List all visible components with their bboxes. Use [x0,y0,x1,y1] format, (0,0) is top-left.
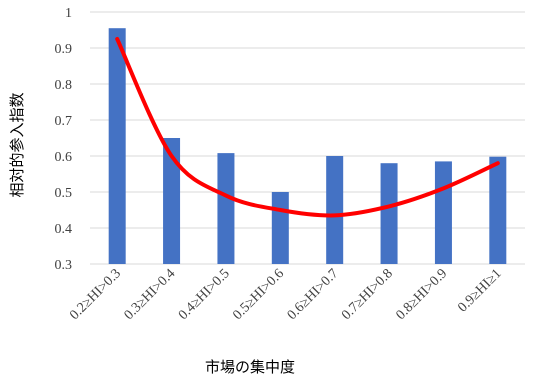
y-tick-label: 0.7 [55,114,73,129]
bar [434,161,452,264]
y-tick-label: 0.5 [55,186,73,201]
y-tick-label: 1 [65,6,72,21]
x-tick-label: 0.4≥HI>0.5 [176,266,233,323]
y-tick-label: 0.8 [55,78,73,93]
bar [489,156,507,264]
y-tick-label: 0.9 [55,42,73,57]
y-axis-title: 相対的参入指数 [8,92,26,197]
bar [163,138,181,264]
bar [380,163,398,264]
x-axis-title: 市場の集中度 [205,358,295,376]
x-tick-label: 0.2≥HI>0.3 [67,266,124,323]
y-tick-label: 0.6 [55,150,73,165]
y-tick-label: 0.4 [55,222,73,237]
y-tick-label: 0.3 [55,258,73,273]
x-tick-label: 0.8≥HI>0.9 [393,266,450,323]
x-tick-label: 0.9≥HI≥1 [455,266,504,315]
bar [108,28,126,265]
x-tick-label: 0.6≥HI>0.7 [285,266,342,323]
x-tick-label: 0.3≥HI>0.4 [122,266,179,323]
bar [217,153,235,264]
bar [271,192,289,264]
bar [326,156,344,264]
x-tick-label: 0.5≥HI>0.6 [230,266,287,323]
trend-line [115,37,500,218]
x-tick-label: 0.7≥HI>0.8 [339,266,396,323]
